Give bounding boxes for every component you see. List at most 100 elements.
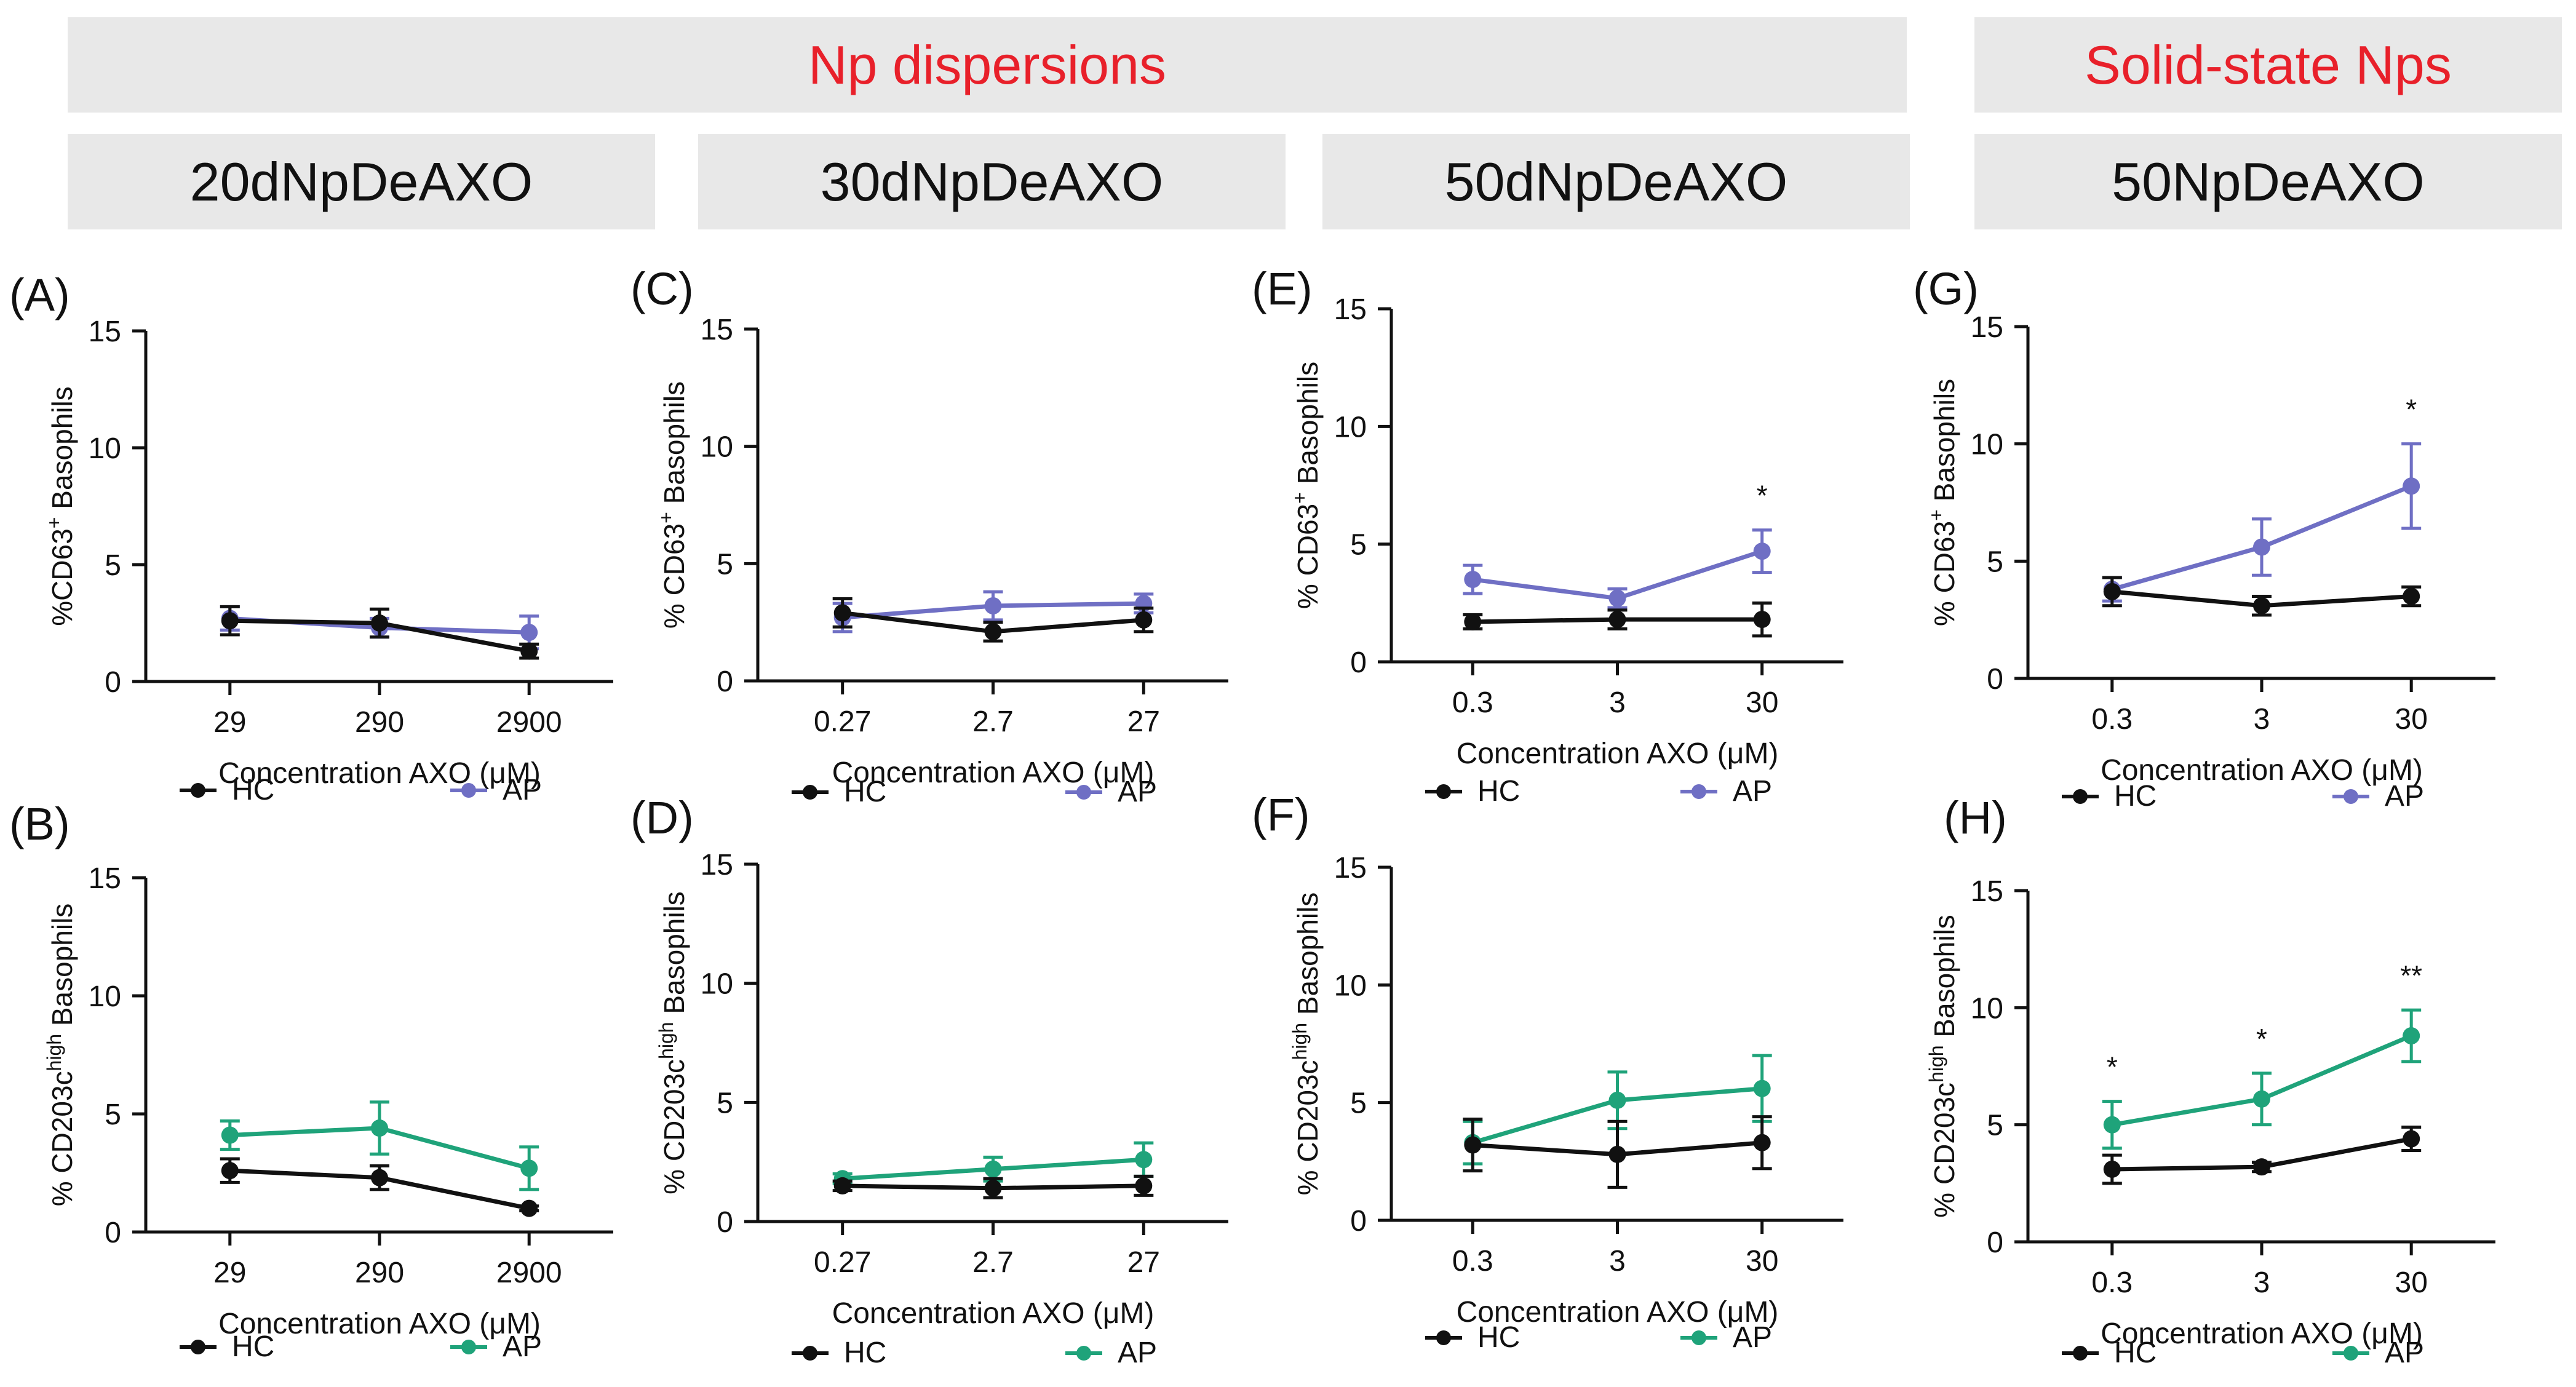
y-tick-label: 15	[1334, 852, 1367, 884]
legend-label-ap: AP	[1118, 1337, 1157, 1369]
y-axis-label-main: % CD203c	[658, 1059, 690, 1194]
legend-marker-hc	[1436, 784, 1451, 799]
y-axis-label-superscript: high	[655, 1022, 677, 1059]
legend-label-ap: AP	[1733, 1321, 1772, 1354]
y-tick-label: 5	[1350, 529, 1367, 562]
x-axis-label: Concentration AXO (μM)	[832, 1297, 1155, 1330]
column-header-50dnpdeaxo: 50dNpDeAXO	[1322, 134, 1910, 229]
data-point-hc	[1464, 1136, 1482, 1154]
y-axis-label-main: % CD63	[1292, 504, 1324, 609]
legend-label-ap: AP	[1733, 775, 1772, 808]
legend-marker-hc	[191, 1340, 205, 1354]
legend-label-hc: HC	[2114, 780, 2157, 813]
y-axis-label-suffix: Basophils	[46, 386, 78, 517]
y-tick-label: 10	[701, 968, 733, 1001]
x-tick-label: 290	[355, 706, 404, 739]
y-axis-label-main: % CD203c	[1928, 1083, 1960, 1218]
x-tick-label: 27	[1127, 1246, 1160, 1279]
data-point-hc	[833, 1177, 851, 1194]
x-axis-label: Concentration AXO (μM)	[1457, 737, 1779, 770]
data-point-hc	[2253, 597, 2270, 614]
legend-marker-hc	[191, 783, 205, 798]
data-point-hc	[2403, 1130, 2420, 1148]
data-point-hc	[1464, 613, 1482, 630]
panel-e: (E) 0 5 10 15 0.3 3 30 Concentration AXO (μM) % C…	[1252, 263, 1843, 808]
legend-marker-ap	[461, 1340, 476, 1354]
y-tick-label: 10	[1971, 992, 2003, 1025]
x-tick-label: 0.27	[814, 1246, 871, 1279]
y-tick-label: 10	[89, 980, 121, 1013]
legend-marker-ap	[1076, 785, 1091, 800]
legend-label-hc: HC	[844, 1337, 886, 1369]
legend-label-hc: HC	[844, 776, 886, 808]
y-tick-label: 5	[1987, 546, 2003, 578]
x-tick-label: 2.7	[972, 705, 1014, 738]
data-point-ap	[1608, 1091, 1626, 1109]
legend-marker-ap	[1076, 1346, 1091, 1361]
y-tick-label: 5	[717, 548, 733, 581]
panel-label: (F)	[1252, 789, 1310, 840]
data-point-hc	[833, 604, 851, 622]
data-point-hc	[984, 622, 1002, 640]
header-solid-state-nps: Solid-state Nps	[1974, 17, 2562, 113]
x-axis-label: Concentration AXO (μM)	[2101, 754, 2423, 787]
x-axis-label: Concentration AXO (μM)	[218, 757, 541, 790]
legend-marker-hc	[1436, 1330, 1451, 1345]
data-point-ap	[221, 1126, 239, 1144]
y-axis-label-superscript: +	[1289, 492, 1311, 504]
y-axis-label-suffix: Basophils	[1292, 362, 1324, 492]
data-point-hc	[2103, 1160, 2121, 1178]
y-axis-label-superscript: high	[1925, 1045, 1947, 1083]
x-axis-label: Concentration AXO (μM)	[832, 757, 1155, 789]
y-tick-label: 5	[105, 1099, 121, 1131]
x-tick-label: 3	[2254, 1266, 2270, 1299]
data-point-hc	[221, 1162, 239, 1180]
data-point-hc	[371, 614, 388, 632]
x-tick-label: 29	[213, 706, 246, 739]
y-tick-label: 15	[701, 849, 733, 881]
x-tick-label: 3	[1609, 1245, 1626, 1278]
data-point-ap	[520, 1159, 538, 1177]
legend-marker-ap	[1691, 1330, 1706, 1345]
panel-f: (F) 0 5 10 15 0.3 3 30 Concentration AXO (μM) % C…	[1252, 789, 1843, 1354]
y-axis-label-superscript: high	[1289, 1023, 1311, 1060]
y-axis-label-superscript: +	[655, 512, 677, 523]
y-tick-label: 10	[89, 432, 121, 465]
y-axis-label-main: % CD203c	[46, 1071, 78, 1206]
y-axis-label-suffix: Basophils	[1292, 892, 1324, 1023]
y-axis-label-main: % CD63	[1928, 521, 1960, 626]
x-tick-label: 0.3	[1452, 686, 1493, 719]
y-axis-label: %CD63+ Basophils	[43, 386, 78, 626]
panel-h: (H) 0 5 10 15 0.3 3 30 Concentration AXO (μM) % C…	[1925, 792, 2495, 1369]
data-point-hc	[984, 1179, 1002, 1197]
x-tick-label: 2.7	[972, 1246, 1014, 1279]
legend-marker-hc	[2073, 789, 2088, 804]
legend-label-hc: HC	[1477, 775, 1520, 808]
x-tick-label: 3	[2254, 703, 2270, 736]
data-point-ap	[984, 1160, 1002, 1178]
y-tick-label: 5	[1987, 1110, 2003, 1142]
panel-label: (C)	[630, 263, 694, 314]
data-point-ap	[371, 1119, 388, 1137]
significance-marker: *	[2256, 1023, 2267, 1055]
x-tick-label: 2900	[496, 706, 562, 739]
legend-label-ap: AP	[1118, 776, 1157, 808]
data-point-hc	[1608, 1145, 1626, 1163]
panel-c: (C) 0 5 10 15 0.27 2.7 27 Concentration AXO (μM)…	[630, 263, 1228, 808]
panel-label: (D)	[630, 792, 694, 843]
y-tick-label: 15	[1971, 311, 2003, 344]
y-tick-label: 0	[1987, 1226, 2003, 1259]
significance-marker: **	[2400, 960, 2422, 992]
legend-label-hc: HC	[1477, 1321, 1520, 1354]
panel-a: (A) 0 5 10 15 29 290 2900 Concentration AXO (μM)…	[9, 269, 613, 806]
x-axis-label: Concentration AXO (μM)	[1457, 1296, 1779, 1329]
data-point-hc	[2253, 1158, 2270, 1176]
y-axis-label-superscript: +	[43, 517, 65, 529]
legend-marker-ap	[2343, 1346, 2358, 1361]
data-point-ap	[1608, 589, 1626, 607]
data-point-ap	[984, 597, 1002, 614]
legend-label-ap: AP	[2385, 780, 2424, 813]
data-point-hc	[520, 1199, 538, 1217]
y-axis-label-suffix: Basophils	[1928, 379, 1960, 509]
x-tick-label: 30	[2395, 703, 2428, 736]
